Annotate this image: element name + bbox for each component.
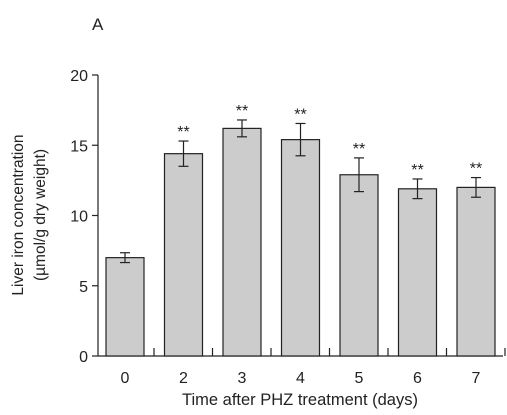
bar [105,257,145,357]
bar [222,127,262,357]
bar [163,153,204,357]
panel-label: A [92,15,104,34]
y-tick-label: 15 [70,138,88,155]
x-tick-label: 5 [355,370,364,387]
x-axis-label: Time after PHZ treatment (days) [182,391,418,409]
y-tick-label: 10 [70,209,88,226]
bar [280,139,321,357]
x-axis-ticks: 0 2 3 4 5 6 7 [121,348,506,387]
y-axis-label: Liver iron concentration (µmol/g dry wei… [10,134,49,295]
significance-label: ** [236,103,248,120]
x-tick-label: 2 [179,370,188,387]
bars [105,127,496,357]
y-tick-label: 5 [79,279,88,296]
bar [456,186,496,357]
bar [339,174,379,357]
significance-label: ** [294,106,306,123]
x-tick-label: 0 [121,370,130,387]
y-tick-label: 20 [70,68,88,85]
error-bar [412,178,423,200]
x-tick-label: 6 [413,370,422,387]
significance-label: ** [353,141,365,158]
error-bar [120,252,130,264]
error-bars [120,119,481,264]
significance-label: ** [411,162,423,179]
y-axis-label-line-2: (µmol/g dry weight) [32,149,49,281]
error-bar [237,119,247,138]
error-bar [295,122,306,157]
significance-label: ** [470,161,482,178]
x-tick-label: 4 [296,370,305,387]
significance-marks: ** ** ** ** ** ** [177,103,482,179]
y-axis-label-line-1: Liver iron concentration [10,134,27,295]
error-bar [178,140,189,167]
x-tick-label: 3 [238,370,247,387]
x-tick-label: 7 [472,370,481,387]
error-bar [471,176,481,198]
y-axis-ticks: 0 5 10 15 20 [70,68,98,366]
bar [397,188,438,357]
error-bar [354,157,364,193]
y-tick-label: 0 [79,349,88,366]
significance-label: ** [177,124,189,141]
